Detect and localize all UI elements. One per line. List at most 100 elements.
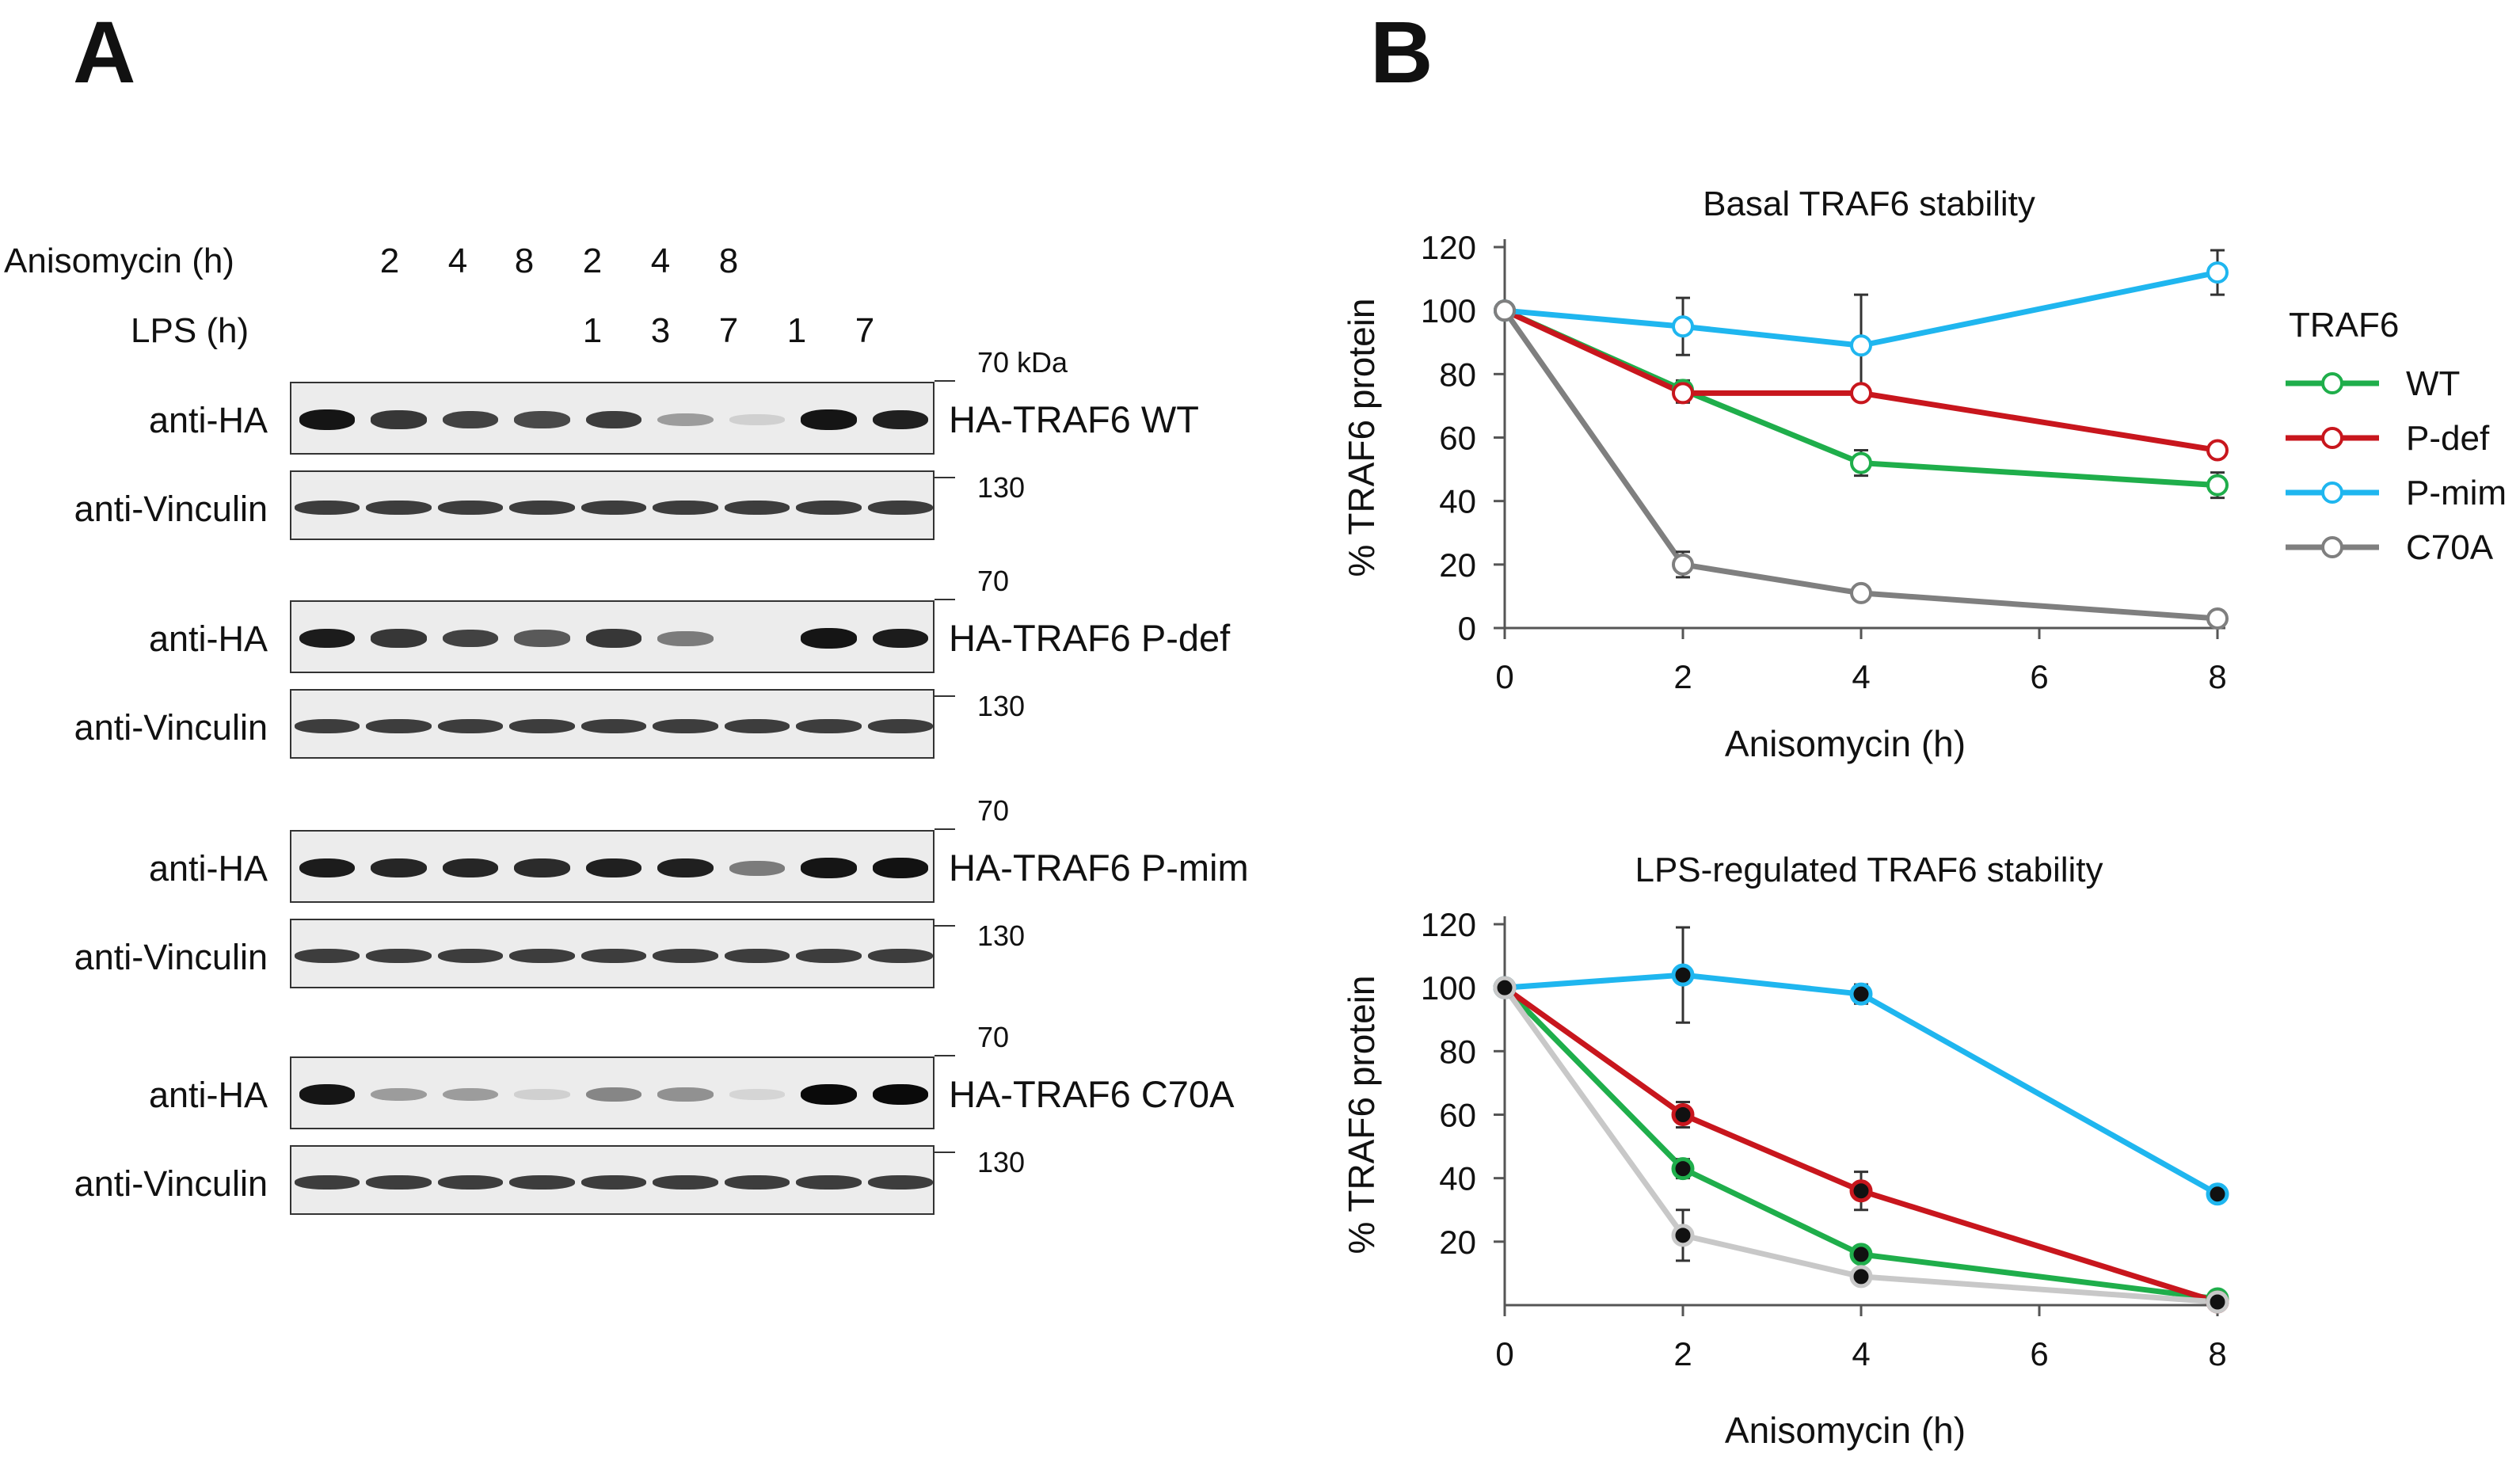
lps-time-label: 1 [582,311,603,350]
y-tick-label: 80 [1439,356,1476,393]
vinculin-row-label: anti-Vinculin [74,1163,268,1204]
lps-header: LPS (h) [131,311,249,350]
anisomycin-time-label: 2 [582,242,603,280]
construct-label: HA-TRAF6 P-def [949,617,1231,659]
vinculin-band [724,949,790,963]
x-tick-label: 2 [1673,1335,1692,1372]
ha-band [514,410,570,429]
y-tick-label: 100 [1421,969,1476,1007]
lps-time-label: 7 [855,311,875,350]
marker-tick [935,1152,955,1153]
data-point-p-mim [1672,315,1694,338]
vinculin-band [437,501,504,515]
vinculin-blot [290,1145,935,1215]
data-point-c70a [1671,1224,1695,1247]
ha-band [442,410,499,429]
marker-size-label: 70 [977,1021,1010,1053]
x-tick-label: 6 [2030,1335,2048,1372]
ha-band [729,1089,786,1100]
vinculin-blot [290,470,935,540]
x-tick-label: 2 [1673,658,1692,695]
ha-band [299,409,356,430]
vinculin-band [437,719,504,733]
marker-tick [935,925,955,927]
marker-size-label: 130 [977,690,1026,722]
vinculin-row-label: anti-Vinculin [74,937,268,977]
ha-band [514,1089,570,1100]
vinculin-band [796,501,862,515]
x-tick-label: 0 [1495,658,1513,695]
x-tick-label: 0 [1495,1335,1513,1372]
panel-label-a: A [73,4,136,101]
y-tick-label: 80 [1439,1033,1476,1070]
legend-label: WT [2406,364,2460,403]
ha-band [585,410,642,429]
anisomycin-time-label: 2 [379,242,400,280]
y-tick-label: 0 [1458,610,1476,647]
vinculin-band [796,1175,862,1190]
ha-band [657,630,714,646]
marker-tick [935,599,955,600]
vinculin-band [366,949,432,963]
data-point-p-def [1672,382,1694,405]
y-axis-label: % TRAF6 protein [1341,299,1382,577]
vinculin-band [366,501,432,515]
vinculin-row-label: anti-Vinculin [74,489,268,529]
vinculin-band [295,1175,360,1190]
vinculin-band [653,1175,718,1190]
y-axis-label: % TRAF6 protein [1341,976,1382,1254]
data-point-p-mim [1849,982,1873,1006]
marker-tick [935,477,955,478]
marker-tick [935,695,955,697]
series-line-c70a [1502,986,2218,1305]
data-point-p-mim [2206,1182,2229,1206]
y-tick-label: 100 [1421,292,1476,329]
vinculin-band [295,501,360,515]
data-point-p-mim [1671,963,1695,987]
data-point-p-def [1671,1103,1695,1126]
vinculin-band [366,1175,432,1190]
marker-size-label: 130 [977,471,1026,504]
ha-band [442,1087,499,1102]
ha-row-label: anti-HA [148,848,268,889]
data-point-c70a [2206,1290,2229,1314]
ha-band [442,858,499,878]
vinculin-band [724,501,790,515]
ha-band [801,858,857,878]
legend-swatch-marker [2321,482,2343,504]
series-line-c70a [1502,309,2218,622]
x-tick-label: 4 [1852,1335,1870,1372]
anisomycin-time-label: 4 [447,242,468,280]
data-point-c70a [1849,1265,1873,1289]
ha-band [657,858,714,878]
anisomycin-time-label: 4 [650,242,671,280]
vinculin-blot [290,689,935,759]
series-line-p-def [1502,985,2219,1305]
vinculin-band [509,719,575,733]
ha-band [371,1087,427,1102]
vinculin-band [796,719,862,733]
ha-band [514,858,570,877]
vinculin-band [867,501,933,515]
ha-band [371,858,427,878]
vinculin-band [653,719,718,733]
marker-tick [935,1055,955,1056]
ha-band [801,409,857,430]
lps-time-label: 3 [650,311,671,350]
ha-band [442,629,499,648]
ha-band [299,1084,356,1105]
vinculin-band [295,949,360,963]
data-point-p-def [1849,1179,1873,1203]
ha-blot [290,830,935,903]
ha-band [872,1084,928,1105]
data-point-wt [1850,451,1872,474]
marker-size-label: 130 [977,919,1026,952]
marker-size-label: 70 [977,565,1010,597]
vinculin-row-label: anti-Vinculin [74,707,268,748]
ha-band [872,858,928,878]
vinculin-band [796,949,862,963]
vinculin-band [581,719,647,733]
data-point-p-mim [1850,334,1872,357]
marker-size-label: 70 [977,794,1010,827]
data-point-p-def [2206,439,2229,462]
